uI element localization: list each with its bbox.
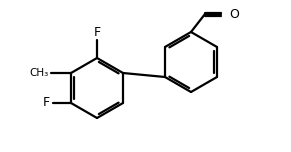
Text: CH₃: CH₃ <box>30 68 49 78</box>
Text: O: O <box>229 7 239 21</box>
Text: F: F <box>42 97 49 109</box>
Text: F: F <box>93 26 101 40</box>
